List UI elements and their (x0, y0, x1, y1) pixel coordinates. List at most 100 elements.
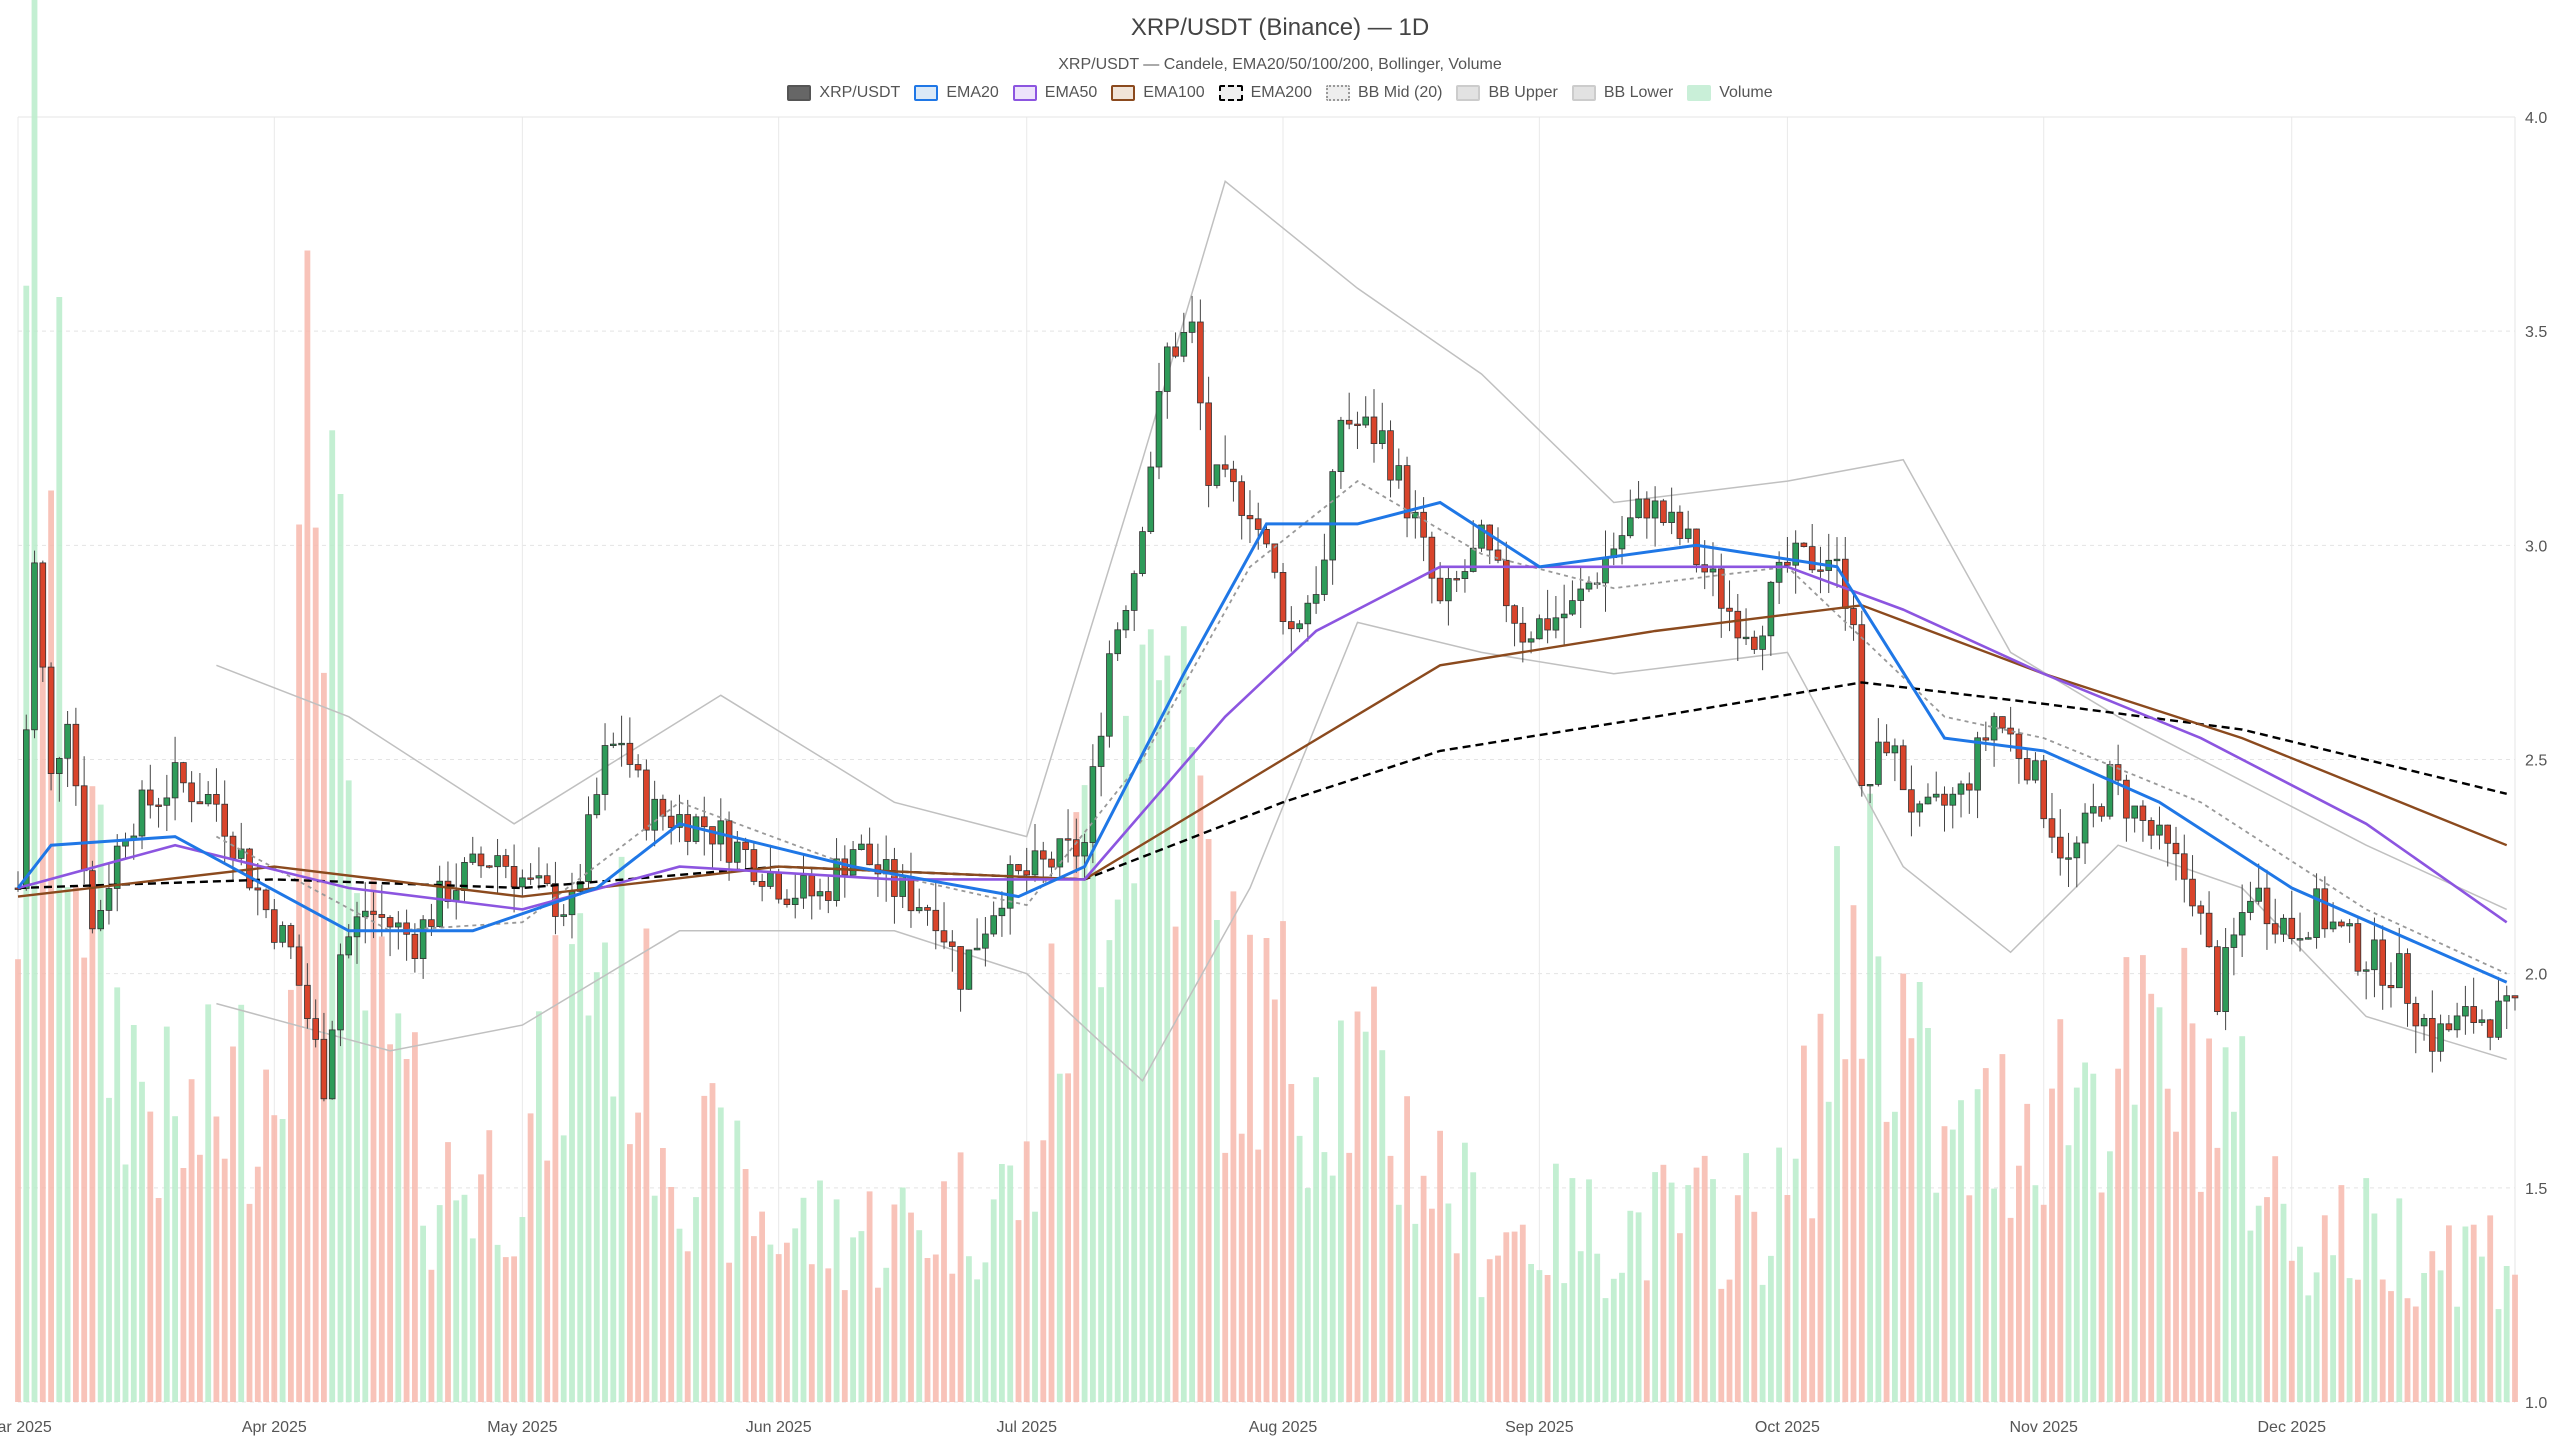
candle-body (146, 789, 154, 806)
candle-body (229, 835, 237, 859)
volume-bar (734, 1120, 741, 1402)
volume-bar (2107, 1151, 2113, 1402)
candle-body (701, 816, 708, 828)
candle-body (2453, 1015, 2461, 1031)
candle-body (775, 872, 782, 900)
volume-bar (1528, 1264, 1534, 1402)
candle-body (1221, 464, 1229, 470)
candle-body (2106, 764, 2114, 817)
candle-body (593, 794, 601, 816)
volume-bar (288, 989, 294, 1402)
candle-body (47, 666, 55, 774)
volume-bar (263, 1069, 269, 1402)
candle-body (1742, 636, 1750, 640)
legend: XRP/USDT EMA20 EMA50 EMA100 EMA200 BB Mid (20… (0, 84, 2560, 102)
candle-body (618, 742, 625, 746)
candle-body (519, 877, 526, 888)
y-tick-label: 2.0 (2525, 967, 2547, 984)
volume-bar (2479, 1256, 2485, 1402)
candle-body (1180, 331, 1188, 357)
volume-bar (1883, 1121, 1890, 1402)
candle-body (2470, 1006, 2478, 1024)
volume-bar (2247, 1230, 2254, 1402)
volume-bar (1685, 1185, 1692, 1402)
volume-bar (453, 1200, 460, 1402)
volume-bar (618, 856, 625, 1402)
legend-label: EMA100 (1143, 84, 1205, 101)
candle-body (2214, 946, 2221, 1013)
candle-body (982, 933, 989, 949)
legend-swatch (914, 85, 939, 101)
volume-bar (602, 942, 608, 1402)
candle-body (2321, 888, 2329, 930)
candle-body (1957, 783, 1965, 795)
volume-bar (1751, 1211, 1758, 1402)
volume-bar (1371, 986, 1377, 1402)
volume-bar (2280, 1203, 2287, 1402)
candle-body (800, 875, 807, 899)
volume-bar (1619, 1272, 1625, 1402)
volume-bar (2049, 1088, 2055, 1402)
volume-bar (2090, 1073, 2097, 1402)
candle-body (2486, 1019, 2494, 1038)
volume-bar (1164, 655, 1171, 1402)
candle-body (320, 1038, 328, 1100)
volume-bar (643, 928, 650, 1402)
candle-body (725, 820, 733, 863)
volume-bar (106, 1097, 112, 1402)
volume-bar (883, 1267, 890, 1402)
volume-bar (2123, 957, 2130, 1402)
ema50-line (17, 565, 2508, 924)
volume-bar (1949, 1129, 1956, 1402)
volume-bar (726, 1262, 732, 1402)
volume-bar (1486, 1259, 1493, 1402)
volume-bar (2396, 1198, 2403, 1402)
volume-bar (1511, 1231, 1518, 1402)
volume-bar (693, 1197, 699, 1402)
candle-body (1552, 617, 1560, 631)
candle-body (791, 897, 799, 906)
volume-bar (800, 1197, 807, 1402)
volume-bar (1296, 1135, 1303, 1402)
volume-bar (1271, 999, 1278, 1402)
candle-body (610, 743, 617, 746)
y-tick-label: 1.5 (2525, 1181, 2547, 1198)
volume-bar (2073, 1087, 2080, 1402)
candle-body (1015, 864, 1022, 872)
volume-bar (2231, 1111, 2237, 1402)
candle-body (89, 870, 96, 930)
candle-body (2139, 805, 2147, 821)
volume-bar (1850, 905, 1857, 1402)
candle-body (2412, 1003, 2420, 1027)
candle-body (345, 936, 352, 956)
candle-body (180, 762, 187, 784)
candle-body (1850, 608, 1857, 626)
legend-label: EMA20 (946, 84, 999, 101)
candle-body (2495, 1000, 2502, 1038)
candle-body (510, 866, 518, 888)
chart-title: XRP/USDT (Binance) — 1D (1130, 14, 1430, 41)
candle-body (2387, 985, 2395, 989)
candle-body (270, 909, 278, 943)
volume-bar (577, 913, 584, 1402)
candle-body (1387, 430, 1394, 481)
candle-body (1709, 568, 1717, 573)
volume-bar (1652, 1172, 1658, 1402)
candle-body (386, 917, 394, 928)
candle-body (1602, 557, 1609, 584)
volume-bar (1098, 987, 1104, 1402)
candle-body (56, 758, 63, 775)
candle-body (1560, 613, 1568, 619)
volume-bar (1205, 839, 1212, 1402)
bb-mid-line (215, 480, 2508, 975)
volume-bar (370, 877, 377, 1402)
volume-bar (1453, 1253, 1460, 1402)
legend-swatch (1111, 85, 1136, 101)
volume-bar (784, 1242, 790, 1402)
candle-body (1478, 524, 1485, 549)
volume-bar (932, 1254, 939, 1402)
legend-item: BB Mid (20) (1326, 84, 1442, 102)
volume-bar (130, 1025, 137, 1402)
volume-bar (412, 1032, 418, 1402)
